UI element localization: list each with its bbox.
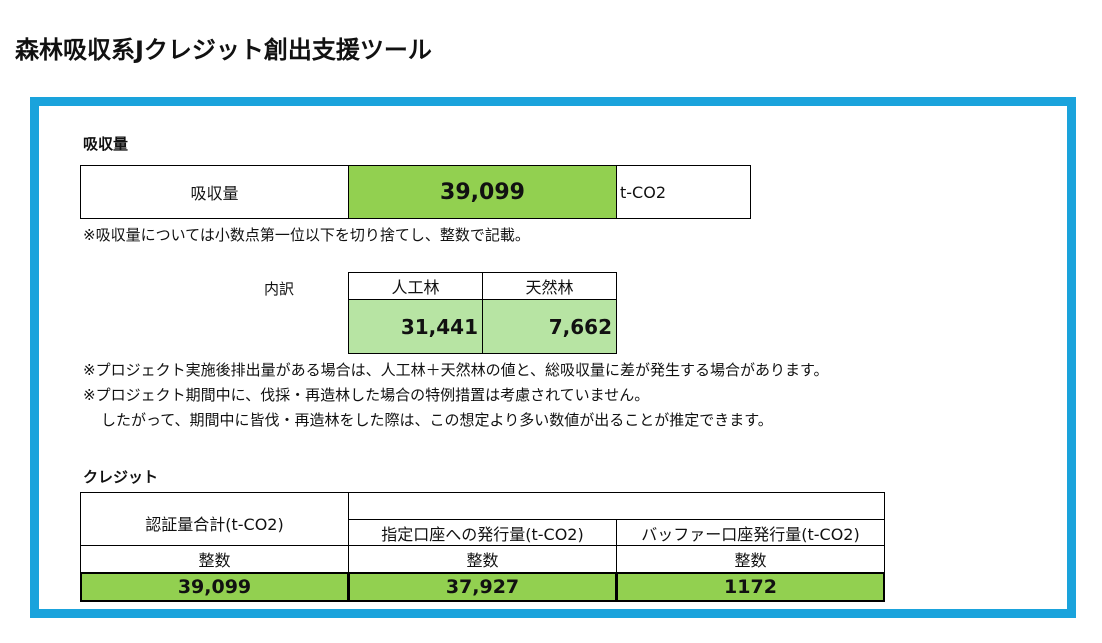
note: したがって、期間中に皆伐・再造林をした際は、この想定より多い数値が出ることが推定… [101, 411, 773, 429]
absorption-note: ※吸収量については小数点第一位以下を切り捨てし、整数で記載。 [83, 226, 530, 244]
credit-value: 37,927 [348, 572, 617, 602]
note: ※プロジェクト実施後排出量がある場合は、人工林＋天然林の値と、総吸収量に差が発生… [83, 361, 829, 379]
absorption-label: 吸収量 [80, 165, 349, 219]
credit-subheader: 整数 [348, 545, 617, 573]
breakdown-header: 人工林 [348, 272, 483, 300]
credit-header: 認証量合計(t-CO2) [80, 492, 349, 546]
section-heading: クレジット [83, 468, 159, 486]
absorption-value: 39,099 [348, 165, 617, 219]
header-spacer [348, 492, 885, 520]
page-title: 森林吸収系Jクレジット創出支援ツール [15, 36, 432, 64]
breakdown-value: 7,662 [482, 299, 617, 354]
section-heading: 吸収量 [83, 135, 129, 153]
tool-frame [30, 97, 1076, 618]
breakdown-label: 内訳 [264, 280, 295, 298]
credit-value: 39,099 [80, 572, 349, 602]
breakdown-value: 31,441 [348, 299, 483, 354]
absorption-unit: t-CO2 [616, 165, 751, 219]
credit-value: 1172 [616, 572, 885, 602]
note: ※プロジェクト期間中に、伐採・再造林した場合の特例措置は考慮されていません。 [83, 386, 650, 404]
credit-header: 指定口座への発行量(t-CO2) [348, 519, 617, 546]
breakdown-header: 天然林 [482, 272, 617, 300]
credit-header: バッファー口座発行量(t-CO2) [616, 519, 885, 546]
credit-subheader: 整数 [80, 545, 349, 573]
credit-subheader: 整数 [616, 545, 885, 573]
